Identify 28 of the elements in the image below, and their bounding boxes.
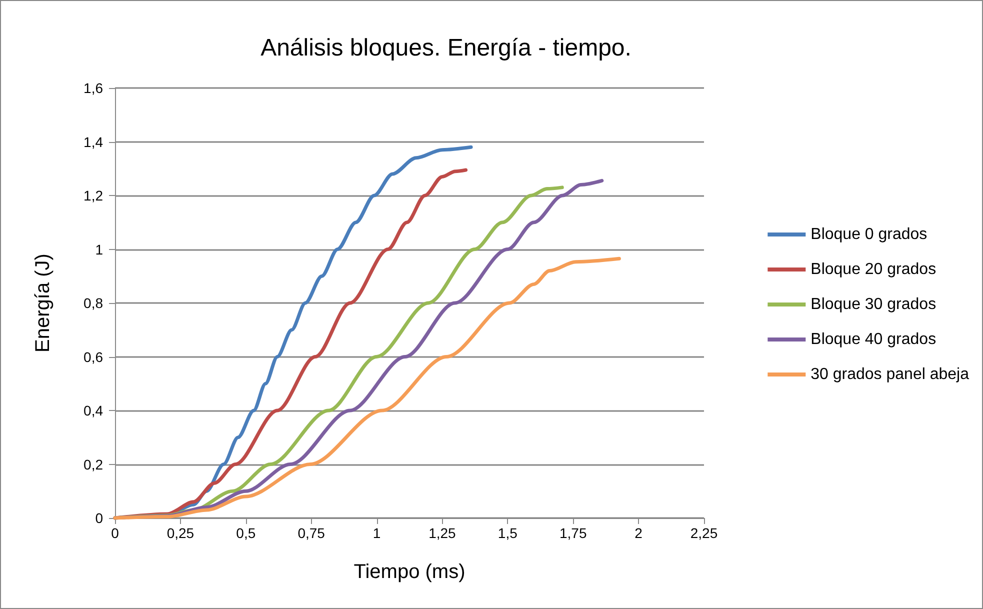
y-tick-label: 0,4 [84, 402, 104, 418]
x-tick-label: 1,75 [559, 525, 587, 541]
y-tick-label: 1,6 [84, 80, 104, 96]
x-tick-label: 1,25 [428, 525, 456, 541]
y-tick-label: 0,8 [84, 295, 104, 311]
legend-label: 30 grados panel abeja [810, 366, 970, 383]
x-axis-title: Tiempo (ms) [354, 561, 466, 583]
x-tick-label: 1,5 [498, 525, 518, 541]
y-axis-title: Energía (J) [32, 254, 54, 352]
line-series [113, 256, 621, 520]
y-tick-label: 1,4 [84, 134, 104, 150]
y-tick-label: 0,6 [84, 348, 104, 365]
x-tick-label: 0,5 [236, 525, 256, 541]
x-tick-label: 2,25 [690, 525, 718, 541]
x-tick-label: 2 [634, 525, 643, 541]
x-tick-label: 0,75 [298, 525, 326, 541]
x-tick-label: 0,25 [166, 525, 194, 541]
y-tick-label: 0 [95, 510, 104, 526]
legend-label: Bloque 0 grados [810, 226, 928, 243]
chart-title: Análisis bloques. Energía - tiempo. [260, 34, 632, 62]
y-tick-label: 1,2 [84, 188, 104, 204]
x-tick-label: 1 [372, 525, 381, 541]
legend-label: Bloque 20 grados [810, 261, 936, 278]
legend-label: Bloque 30 grados [810, 296, 936, 313]
y-tick-label: 1 [95, 241, 104, 258]
x-tick-label: 0 [111, 525, 120, 541]
y-tick-label: 0,2 [84, 456, 104, 472]
legend-label: Bloque 40 grados [810, 331, 936, 348]
